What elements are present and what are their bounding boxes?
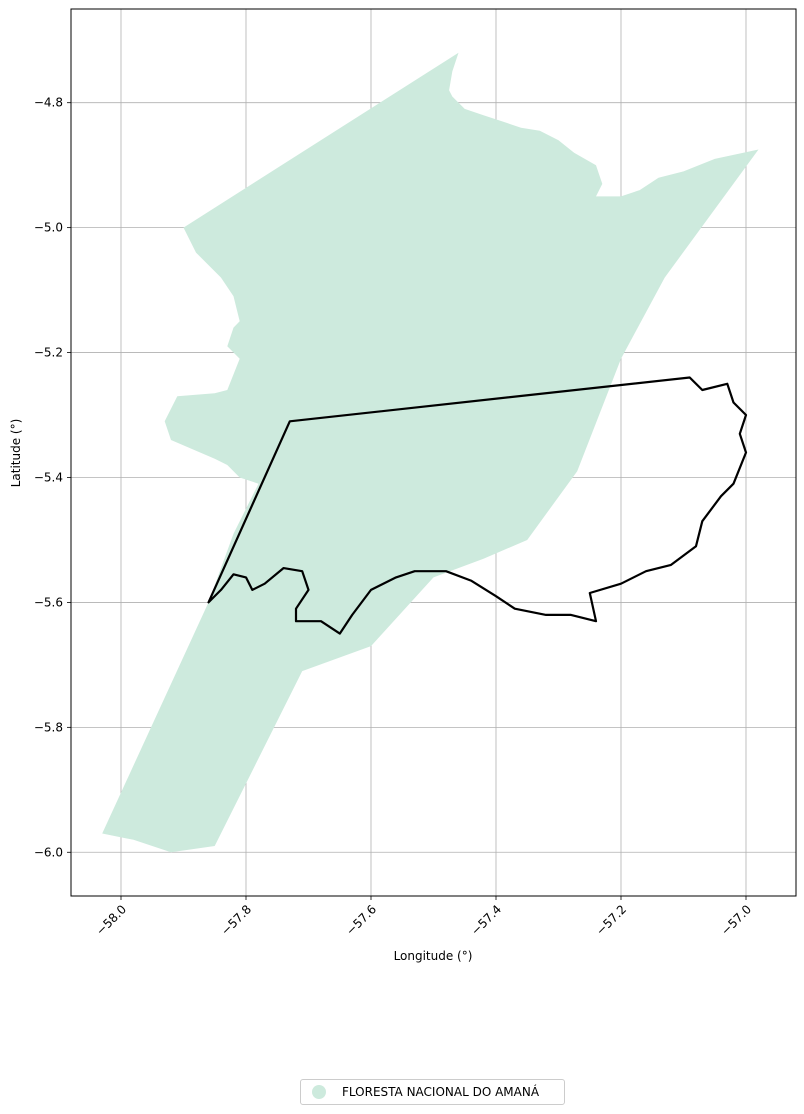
y-tick-label: −5.6	[34, 595, 63, 609]
boundary-outline	[207, 376, 748, 635]
map-shapes	[102, 52, 759, 853]
y-tick-label: −6.0	[34, 845, 63, 859]
x-tick-label: −57.0	[718, 902, 754, 938]
x-tick-label: −57.6	[343, 902, 379, 938]
x-tick-label: −57.8	[218, 902, 254, 938]
x-tick-label: −58.0	[93, 902, 129, 938]
x-axis-label: Longitude (°)	[394, 949, 473, 963]
y-tick-label: −5.0	[34, 221, 63, 235]
x-tick-label: −57.2	[593, 902, 629, 938]
y-axis-label: Latitude (°)	[9, 419, 23, 488]
legend-label: FLORESTA NACIONAL DO AMANÁ	[342, 1085, 540, 1099]
legend: FLORESTA NACIONAL DO AMANÁ	[300, 1079, 565, 1105]
plot-frame	[70, 8, 797, 897]
legend-marker	[312, 1085, 326, 1099]
y-tick-label: −5.4	[34, 470, 63, 484]
map-chart: −58.0 −57.8 −57.6 −57.4 −57.2 −57.0 −4.8 −5.0 −5…	[9, 8, 797, 963]
y-tick-label: −5.8	[34, 720, 63, 734]
y-tick-label: −5.2	[34, 346, 63, 360]
floresta-area-polygon	[102, 52, 759, 853]
x-tick-label: −57.4	[468, 902, 504, 938]
y-tick-label: −4.8	[34, 96, 63, 110]
